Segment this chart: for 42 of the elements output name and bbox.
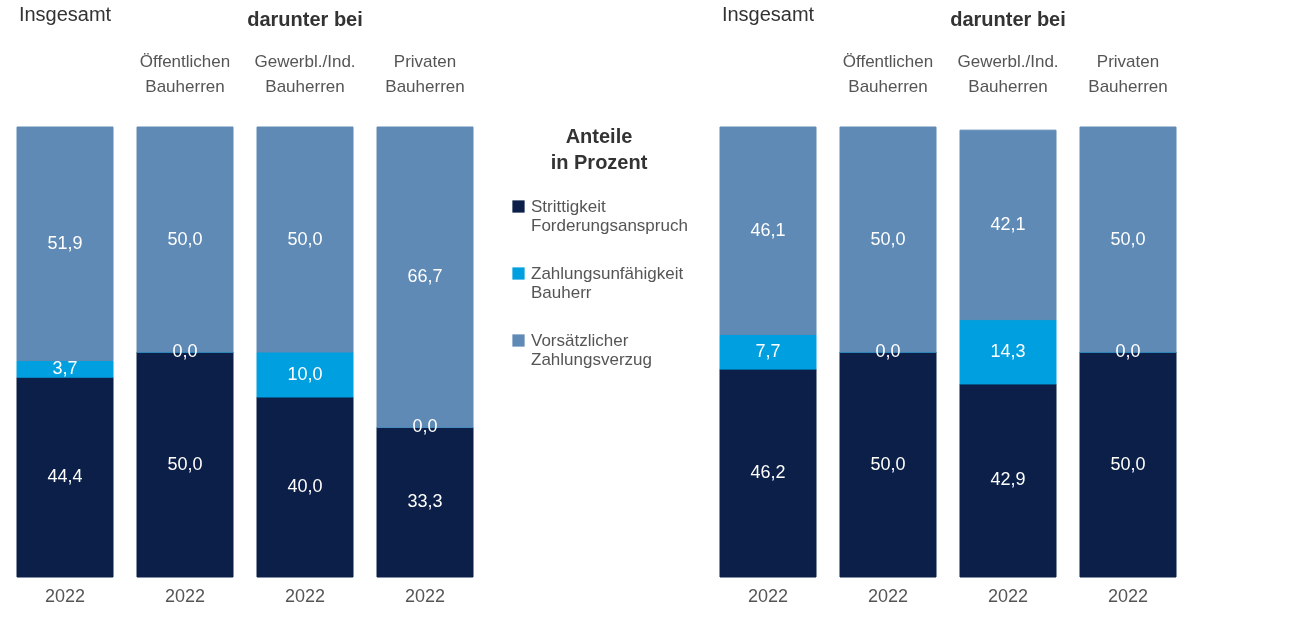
legend-label: Strittigkeit Forderungsanspruch [531, 196, 688, 235]
text: darunter bei [950, 8, 1066, 30]
text: Öffentlichen Bauherren [842, 52, 934, 96]
x-tick-label: 2022 [284, 585, 326, 606]
legend-title: Anteile in Prozent [550, 125, 648, 173]
data-label: 50,0 [287, 228, 323, 249]
data-label: 42,9 [990, 469, 1026, 490]
data-label: 33,3 [407, 491, 443, 512]
data-label: 7,7 [755, 340, 781, 361]
x-tick-label: 2022 [987, 585, 1029, 606]
data-label: 44,4 [47, 466, 83, 487]
data-label: 3,7 [52, 357, 78, 378]
data-label: 50,0 [167, 453, 203, 474]
data-label: 40,0 [287, 476, 323, 496]
data-label: 42,1 [990, 213, 1026, 234]
data-label: 66,7 [407, 266, 443, 287]
data-label: 50,0 [1110, 453, 1146, 474]
text: Gewerbl./Ind. Bauherren [957, 52, 1059, 96]
data-label: 50,0 [167, 228, 203, 249]
legend-label: Vorsätzlicher Zahlungsverzug [531, 330, 652, 369]
data-label: 10,0 [287, 363, 323, 384]
data-label: 14,3 [990, 340, 1026, 361]
x-tick-label: 2022 [164, 585, 206, 606]
text: Insgesamt [721, 3, 815, 25]
text: Öffentlichen Bauherren [139, 52, 231, 96]
x-tick-label: 2022 [404, 585, 446, 606]
data-label: 50,0 [870, 453, 906, 474]
text: Privaten Bauherren [1088, 52, 1168, 96]
data-label: 51,9 [47, 232, 83, 253]
text: Insgesamt [18, 3, 112, 25]
text: darunter bei [247, 8, 363, 30]
x-tick-label: 2022 [44, 585, 86, 606]
data-label: 46,1 [750, 219, 786, 240]
x-tick-label: 2022 [747, 585, 789, 606]
data-label: 50,0 [1110, 228, 1146, 249]
x-tick-label: 2022 [867, 585, 909, 606]
data-label: 46,2 [750, 462, 786, 483]
legend-label: Zahlungsunfähigkeit Bauherr [531, 263, 684, 302]
x-tick-label: 2022 [1107, 585, 1149, 606]
text: Privaten Bauherren [385, 52, 465, 96]
data-label: 50,0 [870, 228, 906, 249]
text: Gewerbl./Ind. Bauherren [254, 52, 356, 96]
